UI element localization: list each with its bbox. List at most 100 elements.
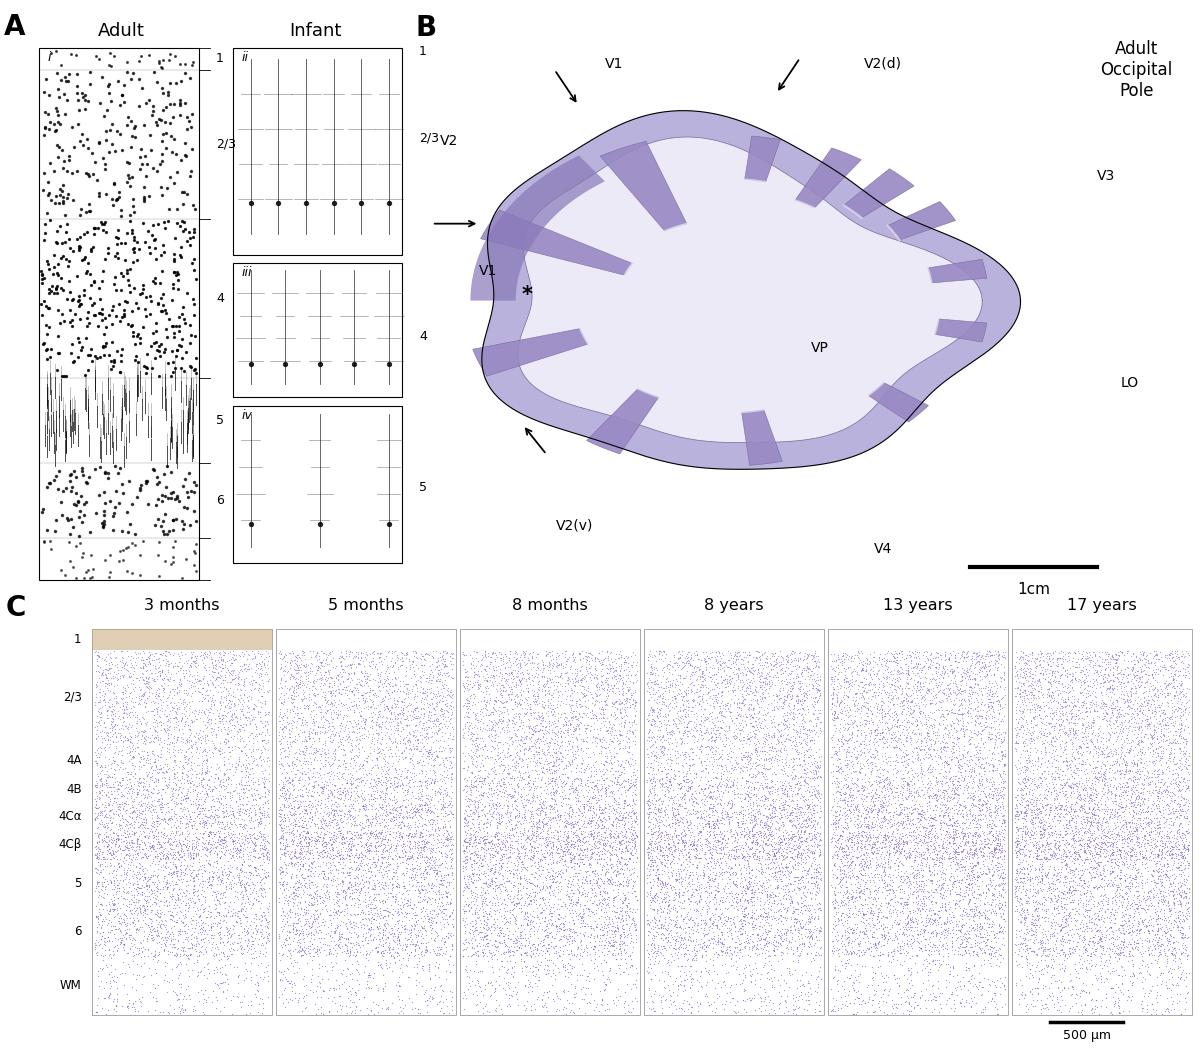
Point bbox=[199, 836, 218, 853]
Point bbox=[1168, 787, 1187, 804]
Point bbox=[844, 943, 863, 960]
Point bbox=[787, 869, 806, 886]
Point bbox=[754, 793, 773, 810]
Point bbox=[588, 812, 607, 829]
Point bbox=[341, 773, 360, 790]
Point bbox=[932, 839, 952, 856]
Point bbox=[468, 741, 487, 758]
Point bbox=[486, 938, 505, 954]
Point bbox=[1147, 691, 1166, 708]
Point bbox=[1078, 682, 1097, 699]
Point bbox=[149, 747, 168, 764]
Point bbox=[1114, 783, 1133, 800]
Point bbox=[1064, 886, 1084, 903]
Point bbox=[440, 886, 460, 903]
Point bbox=[679, 912, 698, 929]
Point bbox=[522, 726, 541, 743]
Point bbox=[1056, 804, 1075, 821]
Point bbox=[1046, 840, 1066, 857]
Point bbox=[223, 833, 242, 850]
Point bbox=[936, 783, 955, 800]
Point bbox=[162, 666, 181, 683]
Point bbox=[718, 796, 737, 813]
Point bbox=[119, 738, 138, 755]
Point bbox=[1058, 688, 1078, 705]
Point bbox=[480, 728, 499, 745]
Point bbox=[713, 733, 732, 749]
Point bbox=[409, 764, 428, 781]
Point bbox=[804, 718, 823, 735]
Point bbox=[402, 931, 421, 948]
Point bbox=[1158, 859, 1177, 876]
Point bbox=[517, 897, 536, 914]
Point bbox=[199, 772, 218, 789]
Point bbox=[1096, 739, 1115, 756]
Point bbox=[809, 675, 828, 692]
Point bbox=[337, 864, 356, 880]
Point bbox=[914, 818, 934, 835]
Point bbox=[890, 843, 910, 860]
Point bbox=[457, 833, 476, 850]
Point bbox=[929, 878, 948, 895]
Point bbox=[706, 979, 725, 996]
Point bbox=[332, 698, 352, 715]
Point bbox=[842, 967, 862, 984]
Point bbox=[1100, 865, 1120, 882]
Point bbox=[952, 919, 971, 935]
Point bbox=[698, 870, 718, 887]
Point bbox=[132, 876, 151, 893]
Point bbox=[508, 984, 527, 1001]
Point bbox=[781, 939, 800, 956]
Point bbox=[158, 676, 178, 693]
Point bbox=[1108, 966, 1127, 983]
Point bbox=[646, 887, 665, 904]
Point bbox=[378, 928, 397, 945]
Point bbox=[524, 892, 544, 909]
Point bbox=[862, 912, 881, 929]
Point bbox=[900, 950, 919, 967]
Point bbox=[229, 845, 248, 861]
Point bbox=[176, 808, 196, 824]
Point bbox=[1078, 960, 1097, 977]
Point bbox=[1033, 853, 1052, 870]
Point bbox=[1136, 822, 1156, 839]
Point bbox=[894, 688, 913, 705]
Point bbox=[870, 902, 889, 919]
Point bbox=[188, 914, 208, 931]
Point bbox=[383, 699, 402, 716]
Point bbox=[1162, 643, 1181, 660]
Point bbox=[338, 910, 358, 927]
Point bbox=[905, 703, 924, 720]
Point bbox=[349, 976, 368, 993]
Point bbox=[398, 711, 418, 728]
Point bbox=[515, 735, 534, 752]
Point bbox=[696, 739, 715, 756]
Point bbox=[455, 697, 474, 713]
Point bbox=[763, 799, 782, 816]
Point bbox=[698, 668, 718, 685]
Point bbox=[538, 943, 557, 960]
Point bbox=[1086, 769, 1105, 786]
Point bbox=[277, 823, 296, 840]
Point bbox=[161, 703, 180, 720]
Point bbox=[121, 765, 140, 782]
Point bbox=[623, 958, 642, 975]
Point bbox=[1112, 798, 1132, 815]
Point bbox=[203, 873, 222, 890]
Point bbox=[652, 799, 671, 816]
Point bbox=[526, 709, 545, 726]
Point bbox=[162, 800, 181, 817]
Point bbox=[1032, 680, 1051, 697]
Point bbox=[1126, 768, 1145, 785]
Point bbox=[900, 730, 919, 747]
Point bbox=[133, 861, 152, 878]
Point bbox=[486, 946, 505, 963]
Point bbox=[1062, 679, 1081, 696]
Point bbox=[730, 733, 749, 749]
Point bbox=[80, 570, 100, 587]
Point bbox=[148, 116, 167, 133]
Point bbox=[884, 649, 904, 666]
Point bbox=[335, 706, 354, 723]
Point bbox=[895, 827, 914, 843]
Point bbox=[182, 713, 202, 730]
